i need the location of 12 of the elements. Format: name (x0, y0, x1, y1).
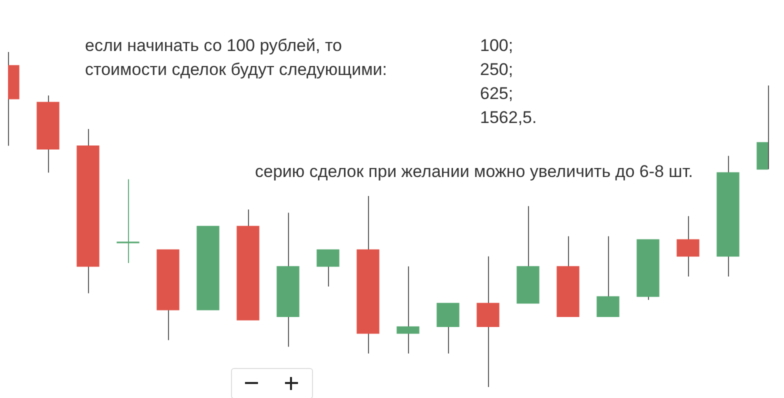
candlestick (116, 178, 140, 264)
annotation: стоимости сделок будут следующими: (85, 60, 388, 80)
annotation: серию сделок при желании можно увеличить до 6-8 шт. (255, 162, 693, 182)
candlestick (596, 236, 620, 318)
candlestick (396, 266, 420, 354)
annotation: 625; (480, 84, 514, 104)
annotation: если начинать со 100 рублей, то (85, 36, 342, 56)
annotation: 100; (480, 36, 514, 56)
candlestick (316, 249, 340, 287)
annotation: 1562,5. (480, 108, 537, 128)
candlestick (676, 216, 700, 277)
annotation: 250; (480, 60, 514, 80)
